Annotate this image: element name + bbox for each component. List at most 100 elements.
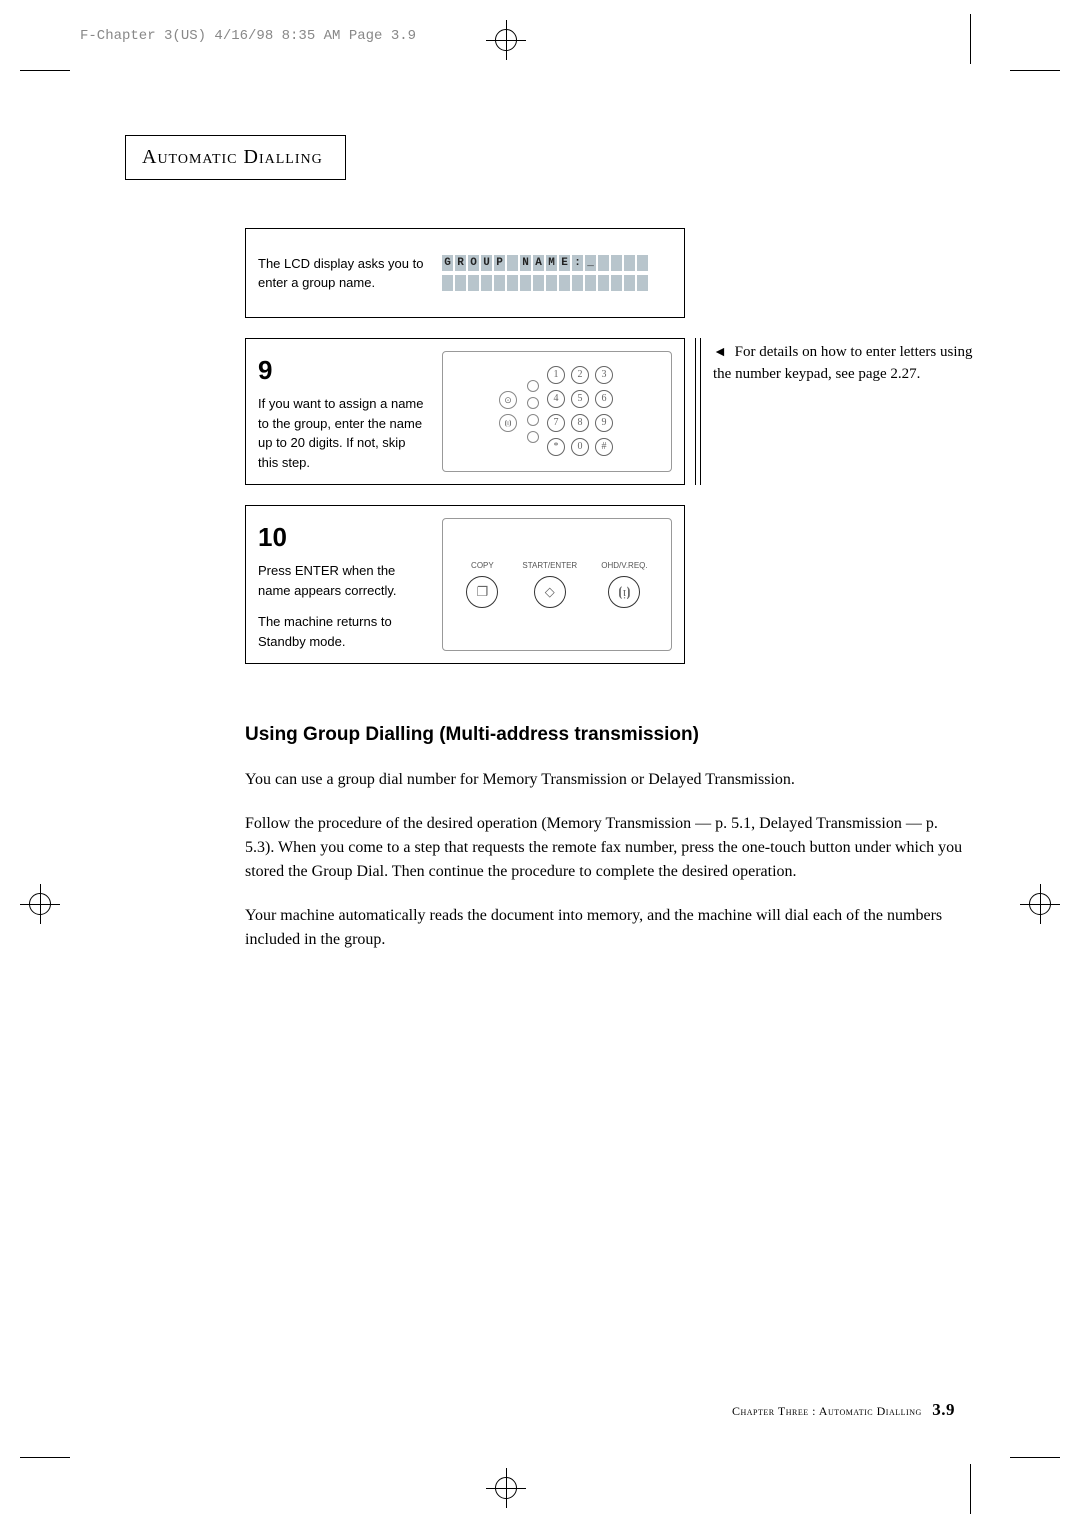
keypad-key-1: 1 — [547, 366, 565, 384]
lcd-char — [507, 255, 518, 271]
body-heading: Using Group Dialling (Multi-address tran… — [245, 724, 965, 746]
lcd-char — [598, 255, 609, 271]
crop-mark — [970, 1464, 971, 1514]
lcd-char: M — [546, 255, 557, 271]
crosshair-left — [20, 884, 60, 924]
panel-button-icon: ◇ — [534, 576, 566, 608]
step-instruction-2: The machine returns to Standby mode. — [258, 612, 428, 651]
step-9-row: 9 If you want to assign a name to the gr… — [125, 338, 955, 485]
print-header: F-Chapter 3(US) 4/16/98 8:35 AM Page 3.9 — [80, 28, 416, 44]
keypad-key-#: # — [595, 438, 613, 456]
step-number: 10 — [258, 518, 428, 557]
lcd-prompt-text: The LCD display asks you to enter a grou… — [258, 254, 428, 293]
panel-button-group: COPY ❐ — [466, 561, 498, 608]
body-para-3: Your machine automatically reads the doc… — [245, 904, 965, 952]
keypad-illustration: ⊙ ⦗ᴉ⦘ 123456789*0# — [442, 351, 672, 472]
panel-button-label: COPY — [471, 561, 494, 570]
keypad-key-8: 8 — [571, 414, 589, 432]
step-instruction: Press ENTER when the name appears correc… — [258, 561, 428, 600]
side-note-text: For details on how to enter letters usin… — [713, 344, 973, 382]
stop-button-icon: ⊙ — [499, 391, 517, 409]
lcd-char — [533, 275, 544, 291]
page-content: Automatic Dialling The LCD display asks … — [125, 135, 955, 972]
button-illustration: COPY ❐ START/ENTER ◇ OHD/V.REQ. ⦗ᴉ⦘ — [442, 518, 672, 651]
lcd-char — [559, 275, 570, 291]
note-arrow-icon: ◄ — [713, 343, 727, 363]
lcd-char — [442, 275, 453, 291]
lcd-char — [637, 275, 648, 291]
footer-chapter: Chapter Three : Automatic Dialling — [732, 1404, 922, 1418]
step-number: 9 — [258, 351, 428, 390]
note-separator — [695, 338, 701, 485]
panel-button-group: START/ENTER ◇ — [522, 561, 577, 608]
lcd-char — [481, 275, 492, 291]
crop-mark — [20, 1457, 70, 1458]
panel-button-label: START/ENTER — [522, 561, 577, 570]
crosshair-top — [486, 20, 526, 60]
lcd-char — [624, 275, 635, 291]
lcd-char — [611, 255, 622, 271]
lcd-char: E — [559, 255, 570, 271]
lcd-prompt-row: The LCD display asks you to enter a grou… — [125, 228, 955, 318]
body-para-1: You can use a group dial number for Memo… — [245, 768, 965, 792]
step-10-text-col: 10 Press ENTER when the name appears cor… — [258, 518, 428, 651]
lcd-char — [598, 275, 609, 291]
step-10-row: 10 Press ENTER when the name appears cor… — [125, 505, 955, 664]
lcd-char: P — [494, 255, 505, 271]
panel-button-icon: ⦗ᴉ⦘ — [608, 576, 640, 608]
lcd-char — [455, 275, 466, 291]
lcd-char — [507, 275, 518, 291]
lcd-char — [520, 275, 531, 291]
step-instruction: If you want to assign a name to the grou… — [258, 394, 428, 472]
lcd-char — [585, 275, 596, 291]
lcd-char — [468, 275, 479, 291]
lcd-char: G — [442, 255, 453, 271]
lcd-char — [624, 255, 635, 271]
lcd-screen: GROUP NAME:_ — [442, 243, 662, 303]
lcd-char: A — [533, 255, 544, 271]
lcd-char: U — [481, 255, 492, 271]
lcd-char — [637, 255, 648, 271]
lcd-char: O — [468, 255, 479, 271]
step-10-box: 10 Press ENTER when the name appears cor… — [245, 505, 685, 664]
footer-page: 3.9 — [932, 1400, 955, 1419]
menu-dot — [527, 380, 539, 392]
section-title-box: Automatic Dialling — [125, 135, 346, 180]
panel-button-label: OHD/V.REQ. — [601, 561, 647, 570]
keypad-key-0: 0 — [571, 438, 589, 456]
section-title: Automatic Dialling — [142, 146, 323, 168]
keypad-key-4: 4 — [547, 390, 565, 408]
keypad-key-5: 5 — [571, 390, 589, 408]
speed-dot — [527, 414, 539, 426]
body-section: Using Group Dialling (Multi-address tran… — [245, 724, 965, 952]
crop-mark — [1010, 70, 1060, 71]
keypad-key-3: 3 — [595, 366, 613, 384]
lcd-char: : — [572, 255, 583, 271]
keypad-key-6: 6 — [595, 390, 613, 408]
crop-mark — [1010, 1457, 1060, 1458]
crosshair-right — [1020, 884, 1060, 924]
redial-dot — [527, 431, 539, 443]
lcd-char: R — [455, 255, 466, 271]
panel-button-group: OHD/V.REQ. ⦗ᴉ⦘ — [601, 561, 647, 608]
crosshair-bottom — [486, 1468, 526, 1508]
lcd-char: N — [520, 255, 531, 271]
lcd-char — [494, 275, 505, 291]
step-9-text-col: 9 If you want to assign a name to the gr… — [258, 351, 428, 472]
flash-dot — [527, 397, 539, 409]
keypad-key-2: 2 — [571, 366, 589, 384]
lcd-char — [611, 275, 622, 291]
lcd-box: The LCD display asks you to enter a grou… — [245, 228, 685, 318]
panel-button-icon: ❐ — [466, 576, 498, 608]
ohd-button-icon: ⦗ᴉ⦘ — [499, 414, 517, 432]
lcd-char: _ — [585, 255, 596, 271]
side-note: ◄ For details on how to enter letters us… — [713, 342, 973, 386]
crop-mark — [970, 14, 971, 64]
page-footer: Chapter Three : Automatic Dialling 3.9 — [732, 1400, 955, 1420]
step-9-box: 9 If you want to assign a name to the gr… — [245, 338, 685, 485]
keypad-key-9: 9 — [595, 414, 613, 432]
crop-mark — [20, 70, 70, 71]
keypad-key-7: 7 — [547, 414, 565, 432]
lcd-char — [572, 275, 583, 291]
lcd-char — [546, 275, 557, 291]
